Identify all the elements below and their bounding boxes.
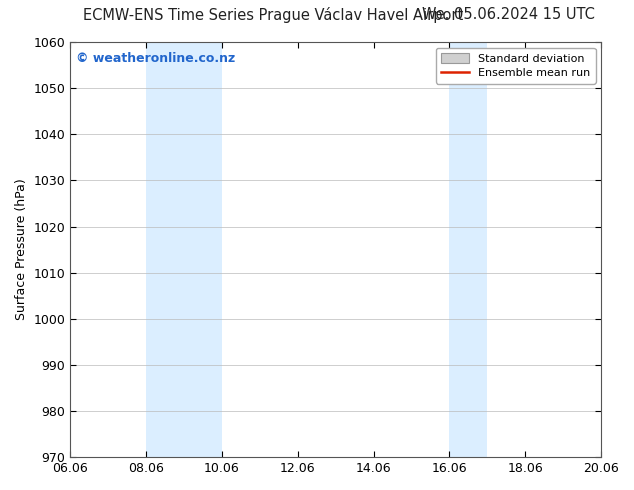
Bar: [146, 42, 222, 457]
Bar: [450, 42, 488, 457]
Text: © weatheronline.co.nz: © weatheronline.co.nz: [75, 52, 235, 66]
Y-axis label: Surface Pressure (hPa): Surface Pressure (hPa): [15, 179, 28, 320]
Text: We. 05.06.2024 15 UTC: We. 05.06.2024 15 UTC: [422, 7, 595, 23]
Legend: Standard deviation, Ensemble mean run: Standard deviation, Ensemble mean run: [436, 48, 595, 84]
Text: ECMW-ENS Time Series Prague Václav Havel Airport: ECMW-ENS Time Series Prague Václav Havel…: [83, 7, 463, 24]
